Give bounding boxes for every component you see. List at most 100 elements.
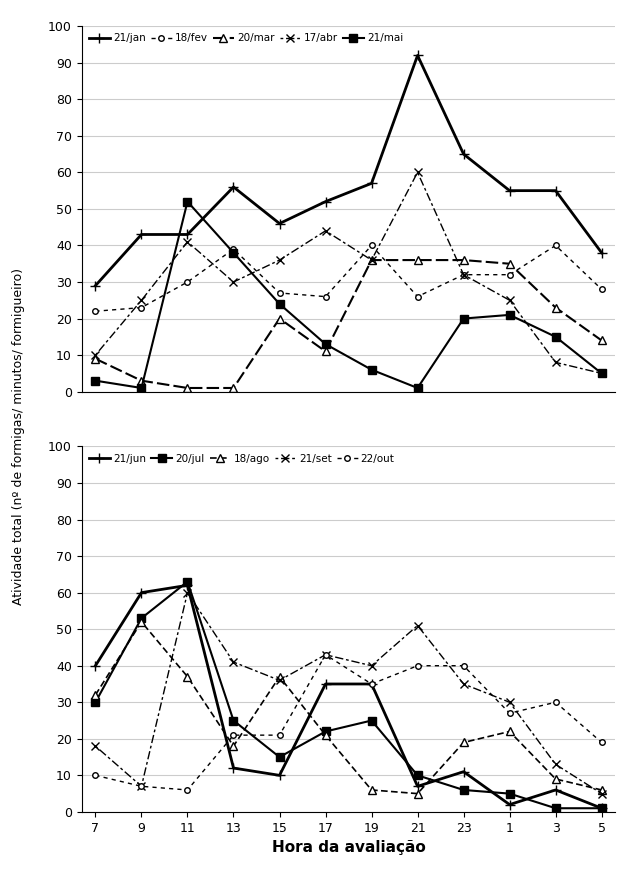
21/mai — [138, 382, 145, 393]
20/mar — [368, 255, 376, 265]
17/abr — [322, 225, 329, 236]
17/abr — [414, 167, 421, 177]
22/out — [506, 708, 513, 718]
18/ago — [322, 730, 329, 740]
21/jun — [552, 785, 560, 795]
18/fev — [552, 240, 560, 251]
21/mai — [230, 248, 237, 258]
21/mai — [184, 196, 192, 207]
20/mar — [276, 313, 283, 324]
20/jul — [552, 803, 560, 814]
18/fev — [276, 288, 283, 299]
20/jul — [460, 785, 467, 795]
20/jul — [506, 788, 513, 799]
17/abr — [506, 295, 513, 306]
21/jun — [598, 803, 605, 814]
21/jun — [276, 770, 283, 780]
18/fev — [322, 292, 329, 302]
17/abr — [184, 237, 192, 247]
21/set — [230, 656, 237, 667]
21/mai — [460, 313, 467, 324]
21/jan — [276, 218, 283, 229]
21/jan — [184, 230, 192, 240]
21/set — [368, 661, 376, 671]
22/out — [184, 785, 192, 795]
20/jul — [230, 715, 237, 725]
Legend: 21/jan, 18/fev, 20/mar, 17/abr, 21/mai: 21/jan, 18/fev, 20/mar, 17/abr, 21/mai — [87, 31, 405, 45]
20/mar — [92, 354, 99, 364]
22/out — [322, 650, 329, 660]
21/jan — [322, 196, 329, 207]
Line: 21/jun: 21/jun — [90, 581, 607, 813]
18/ago — [92, 690, 99, 700]
18/fev — [368, 240, 376, 251]
22/out — [414, 661, 421, 671]
21/set — [276, 675, 283, 685]
18/fev — [414, 292, 421, 302]
20/mar — [552, 302, 560, 313]
18/ago — [230, 741, 237, 752]
22/out — [598, 737, 605, 747]
22/out — [230, 730, 237, 740]
18/ago — [552, 773, 560, 784]
17/abr — [92, 350, 99, 361]
21/jun — [184, 580, 192, 590]
Line: 18/ago: 18/ago — [91, 618, 606, 798]
21/mai — [552, 332, 560, 342]
17/abr — [276, 255, 283, 265]
21/mai — [276, 299, 283, 309]
18/fev — [460, 270, 467, 280]
Line: 20/jul: 20/jul — [91, 578, 606, 813]
18/fev — [598, 284, 605, 294]
21/jan — [414, 50, 421, 60]
21/jan — [368, 178, 376, 189]
21/mai — [414, 382, 421, 393]
20/mar — [460, 255, 467, 265]
21/set — [552, 760, 560, 770]
18/fev — [230, 244, 237, 254]
20/jul — [322, 726, 329, 737]
20/mar — [138, 375, 145, 386]
18/fev — [92, 306, 99, 317]
20/mar — [184, 382, 192, 393]
17/abr — [460, 270, 467, 280]
21/set — [138, 781, 145, 792]
21/mai — [368, 364, 376, 375]
21/set — [598, 788, 605, 799]
21/jun — [506, 800, 513, 810]
20/jul — [414, 770, 421, 780]
21/jun — [138, 588, 145, 598]
22/out — [138, 781, 145, 792]
Line: 21/set: 21/set — [91, 588, 606, 798]
18/ago — [506, 726, 513, 737]
21/jan — [460, 149, 467, 160]
20/mar — [322, 347, 329, 357]
21/set — [322, 650, 329, 660]
20/jul — [138, 613, 145, 623]
18/ago — [598, 785, 605, 795]
Line: 20/mar: 20/mar — [91, 256, 606, 392]
18/ago — [276, 671, 283, 682]
20/jul — [276, 752, 283, 762]
21/jun — [322, 678, 329, 689]
21/set — [92, 741, 99, 752]
20/mar — [414, 255, 421, 265]
20/mar — [506, 258, 513, 269]
20/mar — [598, 335, 605, 346]
Legend: 21/jun, 20/jul, 18/ago, 21/set, 22/out: 21/jun, 20/jul, 18/ago, 21/set, 22/out — [87, 451, 397, 466]
Line: 17/abr: 17/abr — [91, 168, 606, 377]
21/jun — [414, 781, 421, 792]
21/jan — [506, 185, 513, 196]
21/jun — [368, 678, 376, 689]
21/mai — [598, 368, 605, 379]
22/out — [552, 697, 560, 707]
18/ago — [184, 671, 192, 682]
18/fev — [184, 277, 192, 287]
21/mai — [92, 375, 99, 386]
18/fev — [138, 302, 145, 313]
21/jun — [230, 763, 237, 773]
22/out — [460, 661, 467, 671]
Line: 21/mai: 21/mai — [91, 197, 606, 392]
17/abr — [598, 368, 605, 379]
20/jul — [92, 697, 99, 707]
